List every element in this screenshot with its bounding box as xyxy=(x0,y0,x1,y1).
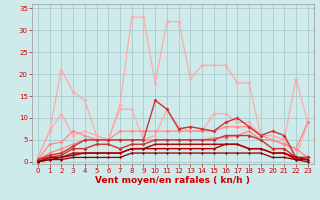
X-axis label: Vent moyen/en rafales ( kn/h ): Vent moyen/en rafales ( kn/h ) xyxy=(95,176,250,185)
